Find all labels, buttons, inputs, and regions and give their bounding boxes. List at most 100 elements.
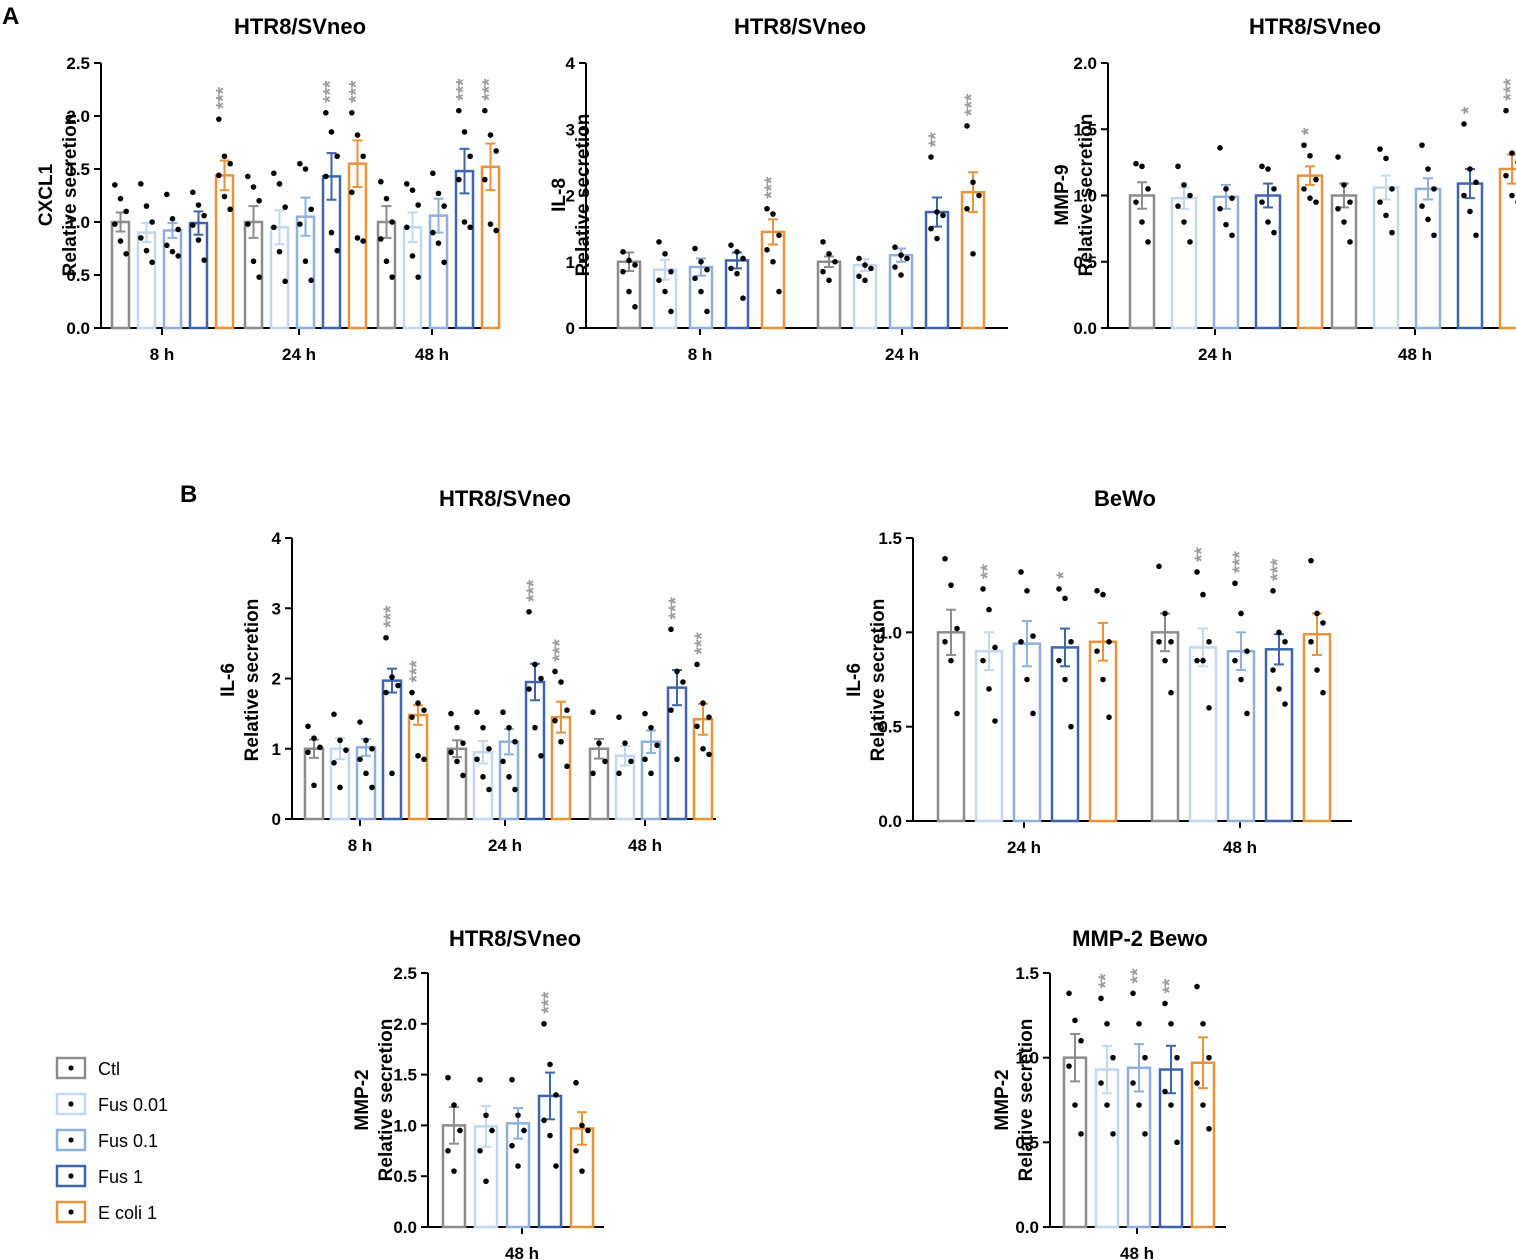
legend-label: Ctl xyxy=(98,1059,120,1079)
data-point xyxy=(648,724,654,731)
data-point xyxy=(221,153,228,160)
chart-title: HTR8/SVneo xyxy=(734,14,866,39)
data-point xyxy=(349,110,355,116)
data-point xyxy=(515,1112,521,1119)
y-axis-label: IL-6 Relative secretion xyxy=(844,599,889,762)
data-point xyxy=(1145,186,1151,192)
data-point xyxy=(334,247,340,254)
data-point xyxy=(378,178,384,185)
data-point xyxy=(662,288,668,295)
data-point xyxy=(1139,163,1145,170)
data-point xyxy=(538,675,544,682)
data-point xyxy=(509,1076,515,1083)
data-point xyxy=(1136,1021,1142,1027)
data-point xyxy=(123,208,129,215)
data-point xyxy=(1503,107,1509,114)
data-point xyxy=(964,205,970,212)
data-point xyxy=(1308,557,1314,564)
y-tick-label: 4 xyxy=(566,54,576,73)
significance-marker: *** xyxy=(1230,550,1251,573)
significance-marker: *** xyxy=(321,80,342,103)
data-point xyxy=(331,760,337,766)
bar xyxy=(1188,646,1218,823)
data-point xyxy=(454,758,460,765)
bar xyxy=(1088,640,1118,823)
bar xyxy=(1128,194,1156,330)
data-point xyxy=(1181,182,1187,188)
data-point xyxy=(986,686,992,692)
data-point xyxy=(770,258,776,265)
data-point xyxy=(477,1148,483,1154)
data-point xyxy=(441,203,447,209)
data-point xyxy=(668,707,674,713)
data-point xyxy=(1200,1021,1206,1027)
data-point xyxy=(480,724,486,731)
chart-title: HTR8/SVneo xyxy=(1249,14,1381,39)
data-point xyxy=(1307,195,1313,201)
significance-marker: ** xyxy=(1128,968,1149,983)
data-point xyxy=(1238,610,1244,617)
data-point xyxy=(1018,569,1024,575)
data-point xyxy=(1062,595,1068,602)
data-point xyxy=(970,179,976,186)
panel-label-a: A xyxy=(2,3,19,30)
data-point xyxy=(461,219,468,225)
data-point xyxy=(616,770,622,777)
data-point xyxy=(892,264,898,270)
data-point xyxy=(694,661,700,668)
data-point xyxy=(1206,1125,1212,1132)
data-point xyxy=(954,710,960,717)
data-point xyxy=(656,239,662,245)
legend-dot xyxy=(68,1065,74,1071)
data-point xyxy=(1078,1037,1084,1044)
data-point xyxy=(579,1168,585,1174)
legend-label: Fus 1 xyxy=(98,1167,143,1187)
data-point xyxy=(573,1079,579,1086)
y-axis-label: MMP-2 Relative secretion xyxy=(352,1019,397,1182)
y-tick-label: 2.0 xyxy=(66,107,90,126)
y-tick-label: 1 xyxy=(566,253,575,272)
data-point xyxy=(698,258,704,265)
data-point xyxy=(483,1178,489,1185)
data-point xyxy=(383,195,390,202)
data-point xyxy=(622,740,628,746)
data-point xyxy=(1389,229,1395,236)
data-point xyxy=(541,1117,547,1124)
data-point xyxy=(1229,195,1235,201)
y-tick-label: 1 xyxy=(272,740,281,759)
data-point xyxy=(395,682,401,689)
bar xyxy=(1414,187,1442,330)
data-point xyxy=(532,661,538,668)
data-point xyxy=(415,752,421,759)
data-point xyxy=(195,237,202,243)
data-point xyxy=(282,204,288,210)
data-point xyxy=(512,786,518,793)
data-point xyxy=(1068,723,1074,730)
data-point xyxy=(1168,638,1174,645)
data-point xyxy=(164,242,170,249)
data-point xyxy=(1200,657,1206,664)
data-point xyxy=(552,668,558,675)
data-point xyxy=(421,707,427,713)
data-point xyxy=(311,782,317,789)
data-point xyxy=(1098,1080,1104,1086)
bar xyxy=(1226,649,1256,823)
data-point xyxy=(986,606,992,613)
data-point xyxy=(1104,1102,1110,1108)
bar xyxy=(1254,194,1282,330)
data-point xyxy=(1320,620,1326,626)
x-tick-label: 8 h xyxy=(348,836,373,855)
significance-marker: *** xyxy=(347,80,368,103)
data-point xyxy=(856,255,862,262)
data-point xyxy=(1110,1131,1116,1137)
y-tick-label: 0 xyxy=(566,319,575,338)
data-point xyxy=(415,274,421,280)
data-point xyxy=(323,110,329,116)
bar xyxy=(1212,195,1240,330)
y-tick-label: 2.0 xyxy=(1073,54,1097,73)
data-point xyxy=(1217,145,1223,151)
data-point xyxy=(378,236,384,242)
data-point xyxy=(363,770,369,777)
data-point xyxy=(1200,1102,1206,1108)
